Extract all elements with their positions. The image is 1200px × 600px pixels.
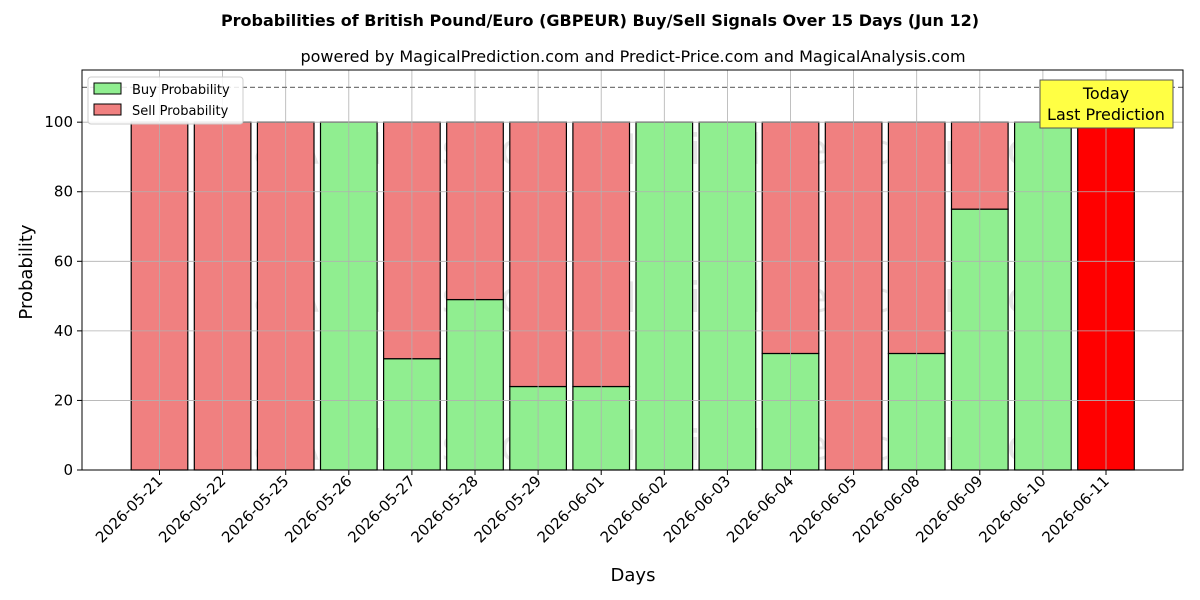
legend-swatch-sell	[93, 103, 122, 116]
legend-label-sell: Sell Probability	[132, 104, 229, 119]
x-tick-label: 2026-06-11	[1038, 472, 1112, 546]
y-tick-label: 60	[54, 252, 73, 270]
x-tick-label: 2026-06-02	[597, 472, 671, 546]
x-axis-label: Days	[611, 565, 656, 586]
legend-label-buy: Buy Probability	[132, 83, 230, 98]
x-tick-label: 2026-05-25	[218, 472, 292, 546]
x-tick-label: 2026-05-29	[471, 472, 545, 546]
y-axis-label: Probability	[16, 224, 37, 319]
annotation-line-1: Today	[1082, 84, 1129, 103]
x-tick-label: 2026-06-08	[849, 472, 923, 546]
x-tick-label: 2026-05-21	[92, 472, 166, 546]
legend-frame	[87, 76, 244, 125]
plot-area: MagicalAnalysis.comMagicalPrediction.com…	[44, 69, 1184, 546]
x-tick-label: 2026-06-03	[660, 472, 734, 546]
x-tick-label: 2026-06-01	[534, 472, 608, 546]
x-tick-label: 2026-05-22	[155, 472, 229, 546]
x-tick-label: 2026-05-28	[407, 472, 481, 546]
y-tick-label: 80	[54, 183, 73, 201]
annotation-box	[1039, 79, 1174, 129]
x-tick-label: 2026-05-27	[344, 472, 418, 546]
x-tick-label: 2026-06-05	[786, 472, 860, 546]
x-tick-label: 2026-06-10	[975, 472, 1049, 546]
x-tick-label: 2026-06-09	[912, 472, 986, 546]
y-tick-label: 20	[54, 391, 73, 409]
chart-title: Probabilities of British Pound/Euro (GBP…	[221, 11, 979, 30]
x-tick-label: 2026-05-26	[281, 472, 355, 546]
y-tick-label: 0	[63, 461, 73, 479]
chart-subtitle: powered by MagicalPrediction.com and Pre…	[300, 47, 965, 66]
annotation-line-2: Last Prediction	[1047, 105, 1165, 124]
x-tick-label: 2026-06-04	[723, 472, 797, 546]
legend-swatch-buy	[93, 82, 122, 95]
legend: Buy Probability Sell Probability	[87, 76, 244, 125]
y-tick-label: 100	[44, 113, 73, 131]
y-tick-label: 40	[54, 322, 73, 340]
today-annotation: Today Last Prediction	[1039, 79, 1174, 129]
axes-frame	[81, 69, 1184, 471]
